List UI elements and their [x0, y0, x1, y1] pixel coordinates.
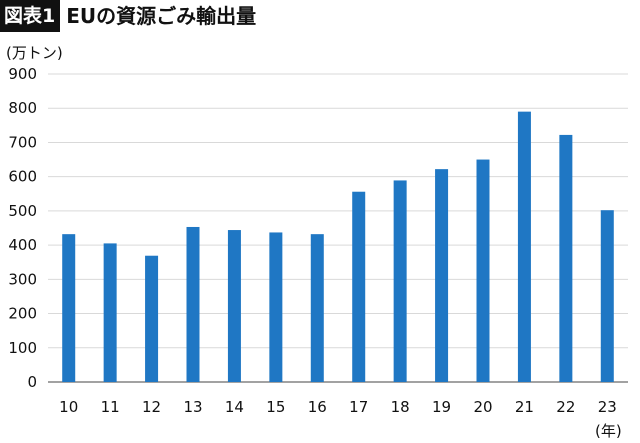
- x-tick-label: 19: [432, 398, 451, 416]
- figure-badge: 図表1: [0, 0, 61, 32]
- x-tick-label: 14: [225, 398, 244, 416]
- y-tick-label: 600: [8, 168, 37, 186]
- x-tick-label: 13: [183, 398, 202, 416]
- x-tick-label: 10: [59, 398, 78, 416]
- y-tick-label: 0: [27, 373, 37, 391]
- bar: [145, 255, 159, 382]
- title-text: EUの資源ごみ輸出量: [66, 4, 257, 28]
- bar: [559, 134, 573, 382]
- y-tick-label: 500: [8, 202, 37, 220]
- bar: [476, 159, 490, 382]
- y-axis-unit: (万トン): [6, 44, 63, 62]
- chart-title: 図表1 EUの資源ごみ輸出量: [0, 0, 256, 32]
- x-tick-label: 21: [515, 398, 534, 416]
- bar: [435, 169, 449, 382]
- bar: [62, 234, 76, 382]
- x-axis-unit: (年): [595, 422, 622, 440]
- x-tick-label: 17: [349, 398, 368, 416]
- bar: [103, 243, 117, 382]
- x-tick-label: 16: [308, 398, 327, 416]
- y-tick-label: 700: [8, 133, 37, 151]
- bar: [310, 234, 324, 382]
- x-tick-label: 11: [101, 398, 120, 416]
- y-tick-label: 300: [8, 270, 37, 288]
- y-tick-label: 800: [8, 99, 37, 117]
- x-tick-label: 15: [266, 398, 285, 416]
- x-tick-label: 22: [556, 398, 575, 416]
- x-tick-label: 12: [142, 398, 161, 416]
- bar: [352, 191, 366, 382]
- y-tick-label: 200: [8, 305, 37, 323]
- bar: [600, 210, 614, 382]
- y-tick-label: 900: [8, 65, 37, 83]
- bar: [227, 230, 241, 382]
- x-tick-label: 23: [598, 398, 617, 416]
- bar: [393, 180, 407, 382]
- bar: [186, 226, 200, 382]
- bar: [269, 232, 283, 382]
- x-tick-label: 18: [391, 398, 410, 416]
- x-tick-label: 20: [473, 398, 492, 416]
- y-tick-label: 100: [8, 339, 37, 357]
- y-tick-label: 400: [8, 236, 37, 254]
- bar: [517, 111, 531, 383]
